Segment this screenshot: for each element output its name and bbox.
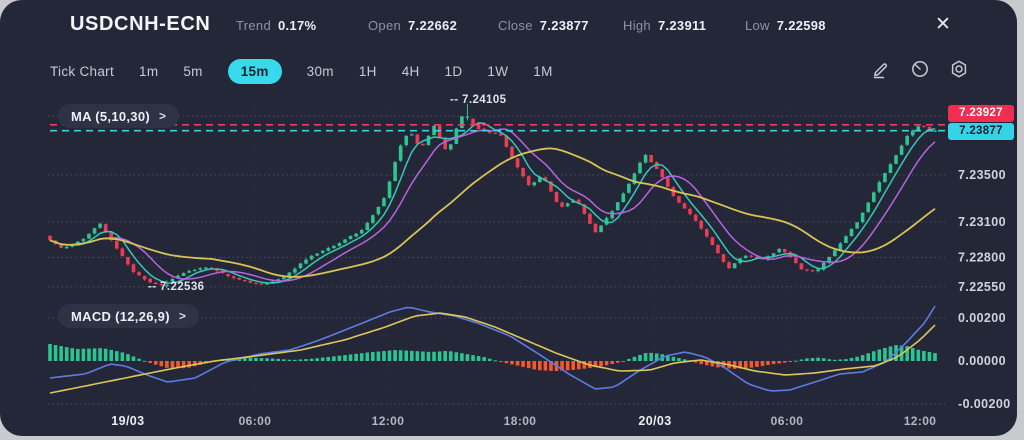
ma-indicator-label: MA (5,10,30) [71,108,150,124]
stat-label: Trend [236,18,271,33]
candles [48,103,937,289]
stat-value: 7.23877 [539,18,589,33]
price-axis-labels: 7.23500 7.23100 7.22800 7.22550 0.00200 0.000… [958,168,1011,411]
tab-1w[interactable]: 1W [487,63,509,79]
gauge-icon[interactable] [910,59,930,79]
stat-label: High [623,18,651,33]
tab-5m[interactable]: 5m [183,63,203,79]
price-level-lines [50,123,948,132]
session-high-annotation: -- 7.24105 [450,94,507,106]
stat-label: Open [368,18,402,33]
chevron-right-icon: > [178,309,186,323]
tab-tick-chart[interactable]: Tick Chart [50,63,115,79]
svg-text:7.22550: 7.22550 [958,280,1006,294]
svg-text:19/03: 19/03 [111,414,144,428]
stat-label: Close [498,18,533,33]
time-axis-labels: 19/03 06:00 12:00 18:00 20/03 06:00 12:00 [111,414,936,428]
svg-text:06:00: 06:00 [239,414,272,428]
svg-text:0.00200: 0.00200 [958,311,1006,325]
moving-averages [49,122,936,284]
ask-price-badge: 7.23927 [948,105,1014,122]
timeframe-tabs: Tick Chart 1m 5m 15m 30m 1H 4H 1D 1W 1M [50,56,553,86]
svg-text:7.23500: 7.23500 [958,168,1006,182]
svg-text:12:00: 12:00 [372,414,405,428]
macd-lines [49,305,936,394]
session-low-annotation: -- 7.22536 [148,281,205,293]
close-icon[interactable]: ✕ [935,14,951,35]
svg-text:7.23100: 7.23100 [958,215,1006,229]
stat-value: 7.22598 [776,18,826,33]
bid-price-badge: 7.23877 [948,123,1014,140]
stat-value: 0.17% [277,18,317,33]
symbol-title: USDCNH-ECN [70,13,211,35]
stat-value: 7.22662 [408,18,458,33]
stat-low: Low 7.22598 [745,18,826,33]
ma-indicator-pill[interactable]: MA (5,10,30) > [58,104,179,128]
stat-label: Low [745,18,770,33]
tab-1m[interactable]: 1M [533,63,553,79]
svg-text:18:00: 18:00 [504,414,537,428]
chart-toolbar [871,59,969,79]
macd-indicator-pill[interactable]: MACD (12,26,9) > [58,304,199,328]
chevron-right-icon: > [158,109,166,123]
tab-30m[interactable]: 30m [306,63,334,79]
tab-1h[interactable]: 1H [358,63,377,79]
stat-open: Open 7.22662 [368,18,457,33]
svg-text:7.22800: 7.22800 [958,250,1006,264]
header: USDCNH-ECN Trend 0.17% Open 7.22662 Close 7.2… [0,0,1017,50]
stat-high: High 7.23911 [623,18,706,33]
draw-icon[interactable] [871,59,891,79]
stat-value: 7.23911 [657,18,707,33]
svg-text:06:00: 06:00 [771,414,804,428]
settings-icon[interactable] [949,59,969,79]
tab-4h[interactable]: 4H [401,63,420,79]
stat-trend: Trend 0.17% [236,18,316,33]
svg-text:-0.00200: -0.00200 [958,397,1011,411]
macd-indicator-label: MACD (12,26,9) [71,308,170,324]
stat-close: Close 7.23877 [498,18,589,33]
svg-text:12:00: 12:00 [904,414,937,428]
macd-histogram [48,344,937,371]
tab-1m[interactable]: 1m [139,63,159,79]
tab-1d[interactable]: 1D [444,63,463,79]
tab-15m[interactable]: 15m [227,58,282,84]
svg-text:0.00000: 0.00000 [958,354,1006,368]
svg-text:20/03: 20/03 [638,414,671,428]
